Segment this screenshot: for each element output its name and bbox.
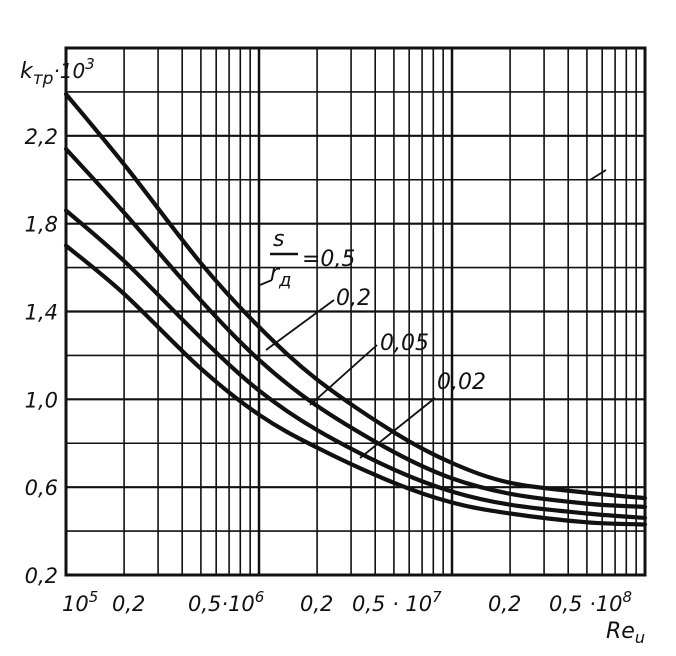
leader-line — [259, 279, 273, 286]
y-tick-label: 1,8 — [25, 213, 58, 237]
y-tick-label: 0,6 — [25, 476, 58, 500]
curves — [63, 92, 648, 527]
x-tick-label: 105 — [62, 588, 98, 616]
x-tick-label: 0,2 — [112, 592, 145, 616]
leader-line — [589, 169, 607, 181]
x-axis-label: Reu — [606, 619, 645, 647]
y-tick-label: 1,0 — [25, 388, 58, 412]
series-line-2 — [63, 146, 648, 509]
x-axis-label-main: Re — [606, 619, 635, 644]
leader-line — [265, 299, 335, 351]
y-tick-labels: 0,2 0,6 1,0 1,4 1,8 2,2 — [25, 125, 58, 588]
leader-line — [359, 397, 436, 459]
annotation-denominator: rд — [270, 261, 292, 291]
annotation-label-0-05: 0,05 — [380, 331, 429, 356]
x-axis-label-sub: u — [635, 628, 645, 647]
x-tick-label: 0,5 · 107 — [352, 588, 442, 616]
y-axis-label-exp: 3 — [85, 55, 95, 73]
annotation-numerator: s — [273, 227, 284, 252]
y-axis-label-sub: тр — [33, 69, 54, 89]
grid — [64, 48, 647, 577]
y-tick-label: 0,2 — [25, 564, 58, 588]
y-tick-label: 2,2 — [25, 125, 58, 149]
y-axis-label-main: k — [20, 59, 34, 84]
series-line-3 — [63, 208, 648, 520]
series-line-4 — [63, 243, 648, 527]
svg-text:Reu: Reu — [606, 619, 645, 647]
x-tick-labels: 105 0,2 0,5·106 0,2 0,5 · 107 0,2 0,5 ·108 — [62, 588, 632, 616]
x-tick-label: 0,5 ·108 — [549, 588, 632, 616]
plot-area-frame — [64, 46, 647, 577]
y-axis-label-mult: ·10 — [53, 59, 85, 83]
annotation-main: s rд =0,5 — [270, 227, 355, 291]
y-axis-label: kтр·103 — [20, 55, 95, 89]
x-tick-label: 0,5·106 — [188, 588, 264, 616]
svg-text:kтр·103: kтр·103 — [20, 55, 95, 89]
annotation-label-0-2: 0,2 — [336, 286, 371, 311]
annotation-equals-value: =0,5 — [302, 247, 355, 272]
y-tick-label: 1,4 — [25, 301, 58, 325]
x-tick-label: 0,2 — [300, 592, 333, 616]
annotation-label-0-02: 0,02 — [437, 370, 486, 395]
x-tick-label: 0,2 — [488, 592, 521, 616]
label-leader-lines — [259, 169, 607, 459]
leader-line — [309, 344, 378, 406]
series-line-1 — [63, 92, 648, 501]
